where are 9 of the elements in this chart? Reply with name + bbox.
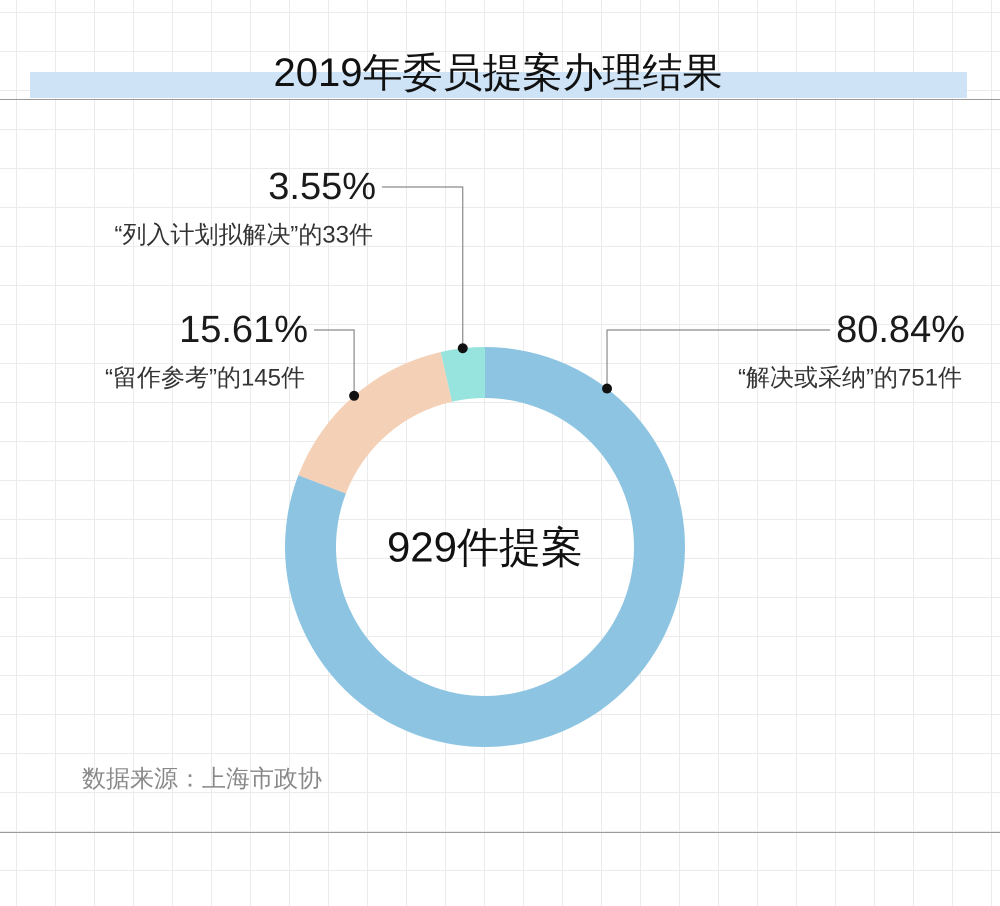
data-label: 80.84% [836, 309, 965, 351]
data-label: 3.55% [268, 166, 376, 208]
slice-label: “解决或采纳”的751件 [738, 364, 962, 392]
data-label: 15.61% [179, 309, 308, 351]
chart-title: 2019年委员提案办理结果 [274, 51, 722, 95]
source-note: 数据来源：上海市政协 [82, 766, 322, 792]
slice-label: “列入计划拟解决”的33件 [114, 222, 373, 248]
text: 929件提案 [386, 524, 584, 570]
slice-label: “留作参考”的145件 [104, 364, 305, 392]
